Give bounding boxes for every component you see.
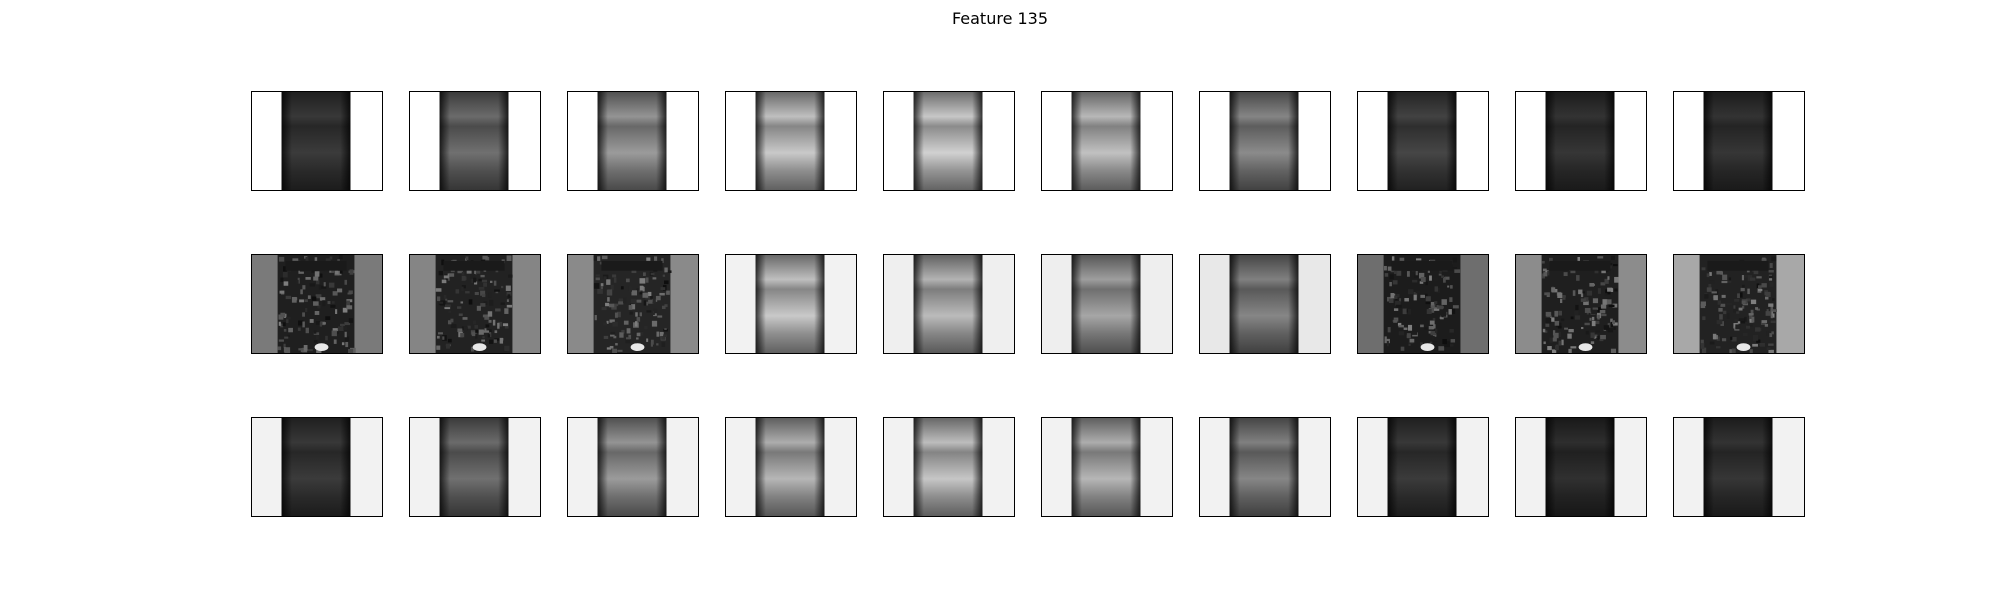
feature-map-panel: [567, 254, 699, 354]
feature-map-panel: [567, 91, 699, 191]
feature-map-panel: [1673, 91, 1805, 191]
feature-map-panel: [1357, 417, 1489, 517]
feature-map-panel: [251, 91, 383, 191]
activation-region: [435, 255, 513, 353]
feature-map-panel: [1357, 254, 1489, 354]
feature-map-panel: [1673, 254, 1805, 354]
feature-map-panel: [251, 417, 383, 517]
feature-map-panel: [251, 254, 383, 354]
activation-region: [1699, 255, 1777, 353]
feature-map-panel: [725, 254, 857, 354]
feature-map-panel: [883, 91, 1015, 191]
feature-map-panel: [1515, 254, 1647, 354]
feature-map-panel: [1515, 417, 1647, 517]
feature-map-panel: [409, 417, 541, 517]
feature-map-panel: [1199, 417, 1331, 517]
feature-map-panel: [1199, 254, 1331, 354]
feature-map-panel: [883, 254, 1015, 354]
feature-map-panel: [725, 417, 857, 517]
feature-map-panel: [409, 254, 541, 354]
feature-map-panel: [1357, 91, 1489, 191]
figure-title: Feature 135: [951, 9, 1049, 28]
feature-map-panel: [1515, 91, 1647, 191]
feature-map-panel: [1041, 417, 1173, 517]
feature-map-panel: [1041, 91, 1173, 191]
feature-map-panel: [1199, 91, 1331, 191]
feature-map-panel: [409, 91, 541, 191]
feature-map-panel: [725, 91, 857, 191]
feature-map-panel: [1041, 254, 1173, 354]
feature-map-panel: [1673, 417, 1805, 517]
feature-map-panel: [883, 417, 1015, 517]
feature-map-panel: [567, 417, 699, 517]
